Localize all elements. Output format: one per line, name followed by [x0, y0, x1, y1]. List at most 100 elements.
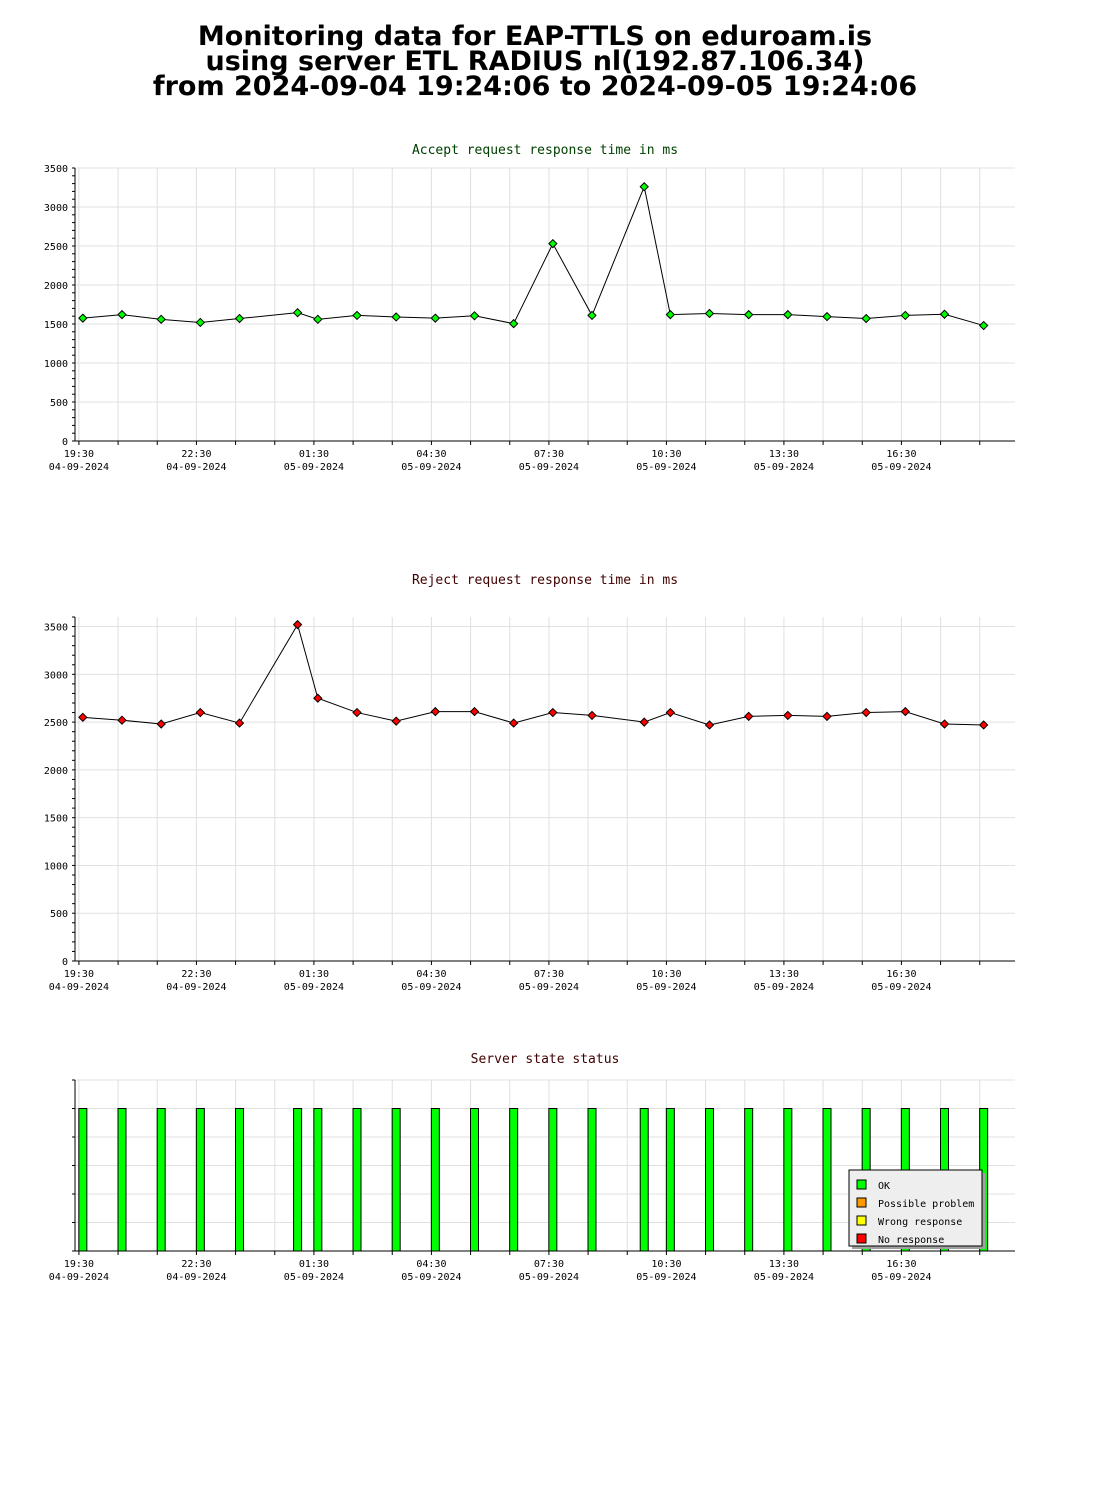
- x-tick-label-date: 04-09-2024: [166, 1272, 226, 1283]
- status-bar: [639, 1108, 649, 1252]
- data-point: [391, 716, 401, 726]
- data-point: [587, 710, 597, 721]
- status-bar: [509, 1108, 519, 1252]
- x-tick-label-date: 04-09-2024: [49, 462, 109, 473]
- status-bar: [470, 1108, 479, 1252]
- data-point: [78, 313, 88, 323]
- data-point: [743, 711, 754, 722]
- data-point: [939, 719, 950, 729]
- data-point: [352, 310, 362, 321]
- status-bar: [430, 1108, 440, 1252]
- y-tick-label: 3000: [44, 670, 68, 681]
- x-tick-label-time: 16:30: [886, 1259, 916, 1270]
- x-tick-label-time: 01:30: [299, 449, 329, 460]
- data-point: [469, 706, 480, 717]
- x-tick-label-time: 10:30: [651, 969, 681, 980]
- x-tick-label-time: 07:30: [534, 969, 564, 980]
- data-point: [587, 310, 597, 321]
- series-line: [82, 184, 984, 327]
- x-tick-label-time: 04:30: [416, 1259, 446, 1270]
- x-tick-label-date: 05-09-2024: [871, 462, 931, 473]
- y-tick-label: 2500: [44, 242, 68, 253]
- data-point: [639, 182, 649, 192]
- x-tick-label-date: 05-09-2024: [401, 1272, 461, 1283]
- x-tick-label-time: 10:30: [651, 449, 681, 460]
- y-tick-label: 1500: [44, 320, 68, 331]
- chart-title: Reject request response time in ms: [412, 573, 678, 588]
- data-point: [548, 707, 558, 718]
- x-tick-label-date: 04-09-2024: [49, 982, 109, 993]
- x-tick-label-time: 22:30: [181, 449, 211, 460]
- data-point: [665, 707, 676, 718]
- y-tick-label: 1000: [44, 359, 68, 370]
- status-bar: [705, 1108, 714, 1252]
- x-tick-label-time: 16:30: [886, 449, 916, 460]
- data-point: [639, 717, 649, 727]
- status-bar: [822, 1108, 832, 1252]
- x-tick-label-time: 22:30: [181, 969, 211, 980]
- x-tick-label-time: 04:30: [416, 449, 446, 460]
- x-tick-label-time: 13:30: [769, 969, 799, 980]
- status-bar: [548, 1108, 558, 1252]
- x-tick-label-time: 19:30: [64, 449, 94, 460]
- data-point: [508, 318, 519, 329]
- x-tick-label-date: 05-09-2024: [401, 982, 461, 993]
- data-point: [313, 314, 323, 325]
- data-point: [978, 320, 989, 331]
- data-point: [861, 707, 871, 718]
- x-tick-label-time: 07:30: [534, 449, 564, 460]
- status-bar: [117, 1108, 127, 1252]
- x-tick-label-time: 22:30: [181, 1259, 211, 1270]
- data-point: [234, 718, 245, 728]
- data-point: [391, 312, 401, 322]
- legend-label: OK: [878, 1181, 890, 1192]
- x-tick-label-time: 01:30: [299, 1259, 329, 1270]
- data-point: [195, 317, 206, 328]
- x-tick-label-date: 04-09-2024: [166, 982, 226, 993]
- status-bar: [744, 1108, 754, 1252]
- reject-response-chart: Reject request response time in ms19:300…: [44, 573, 1015, 993]
- data-point: [313, 693, 323, 703]
- x-tick-label-date: 05-09-2024: [284, 982, 344, 993]
- status-bar: [783, 1108, 793, 1252]
- legend-swatch: [856, 1215, 867, 1226]
- x-tick-label-time: 04:30: [416, 969, 446, 980]
- status-bar: [235, 1108, 244, 1252]
- data-point: [156, 314, 166, 325]
- legend-swatch: [856, 1233, 867, 1244]
- data-point: [665, 309, 676, 320]
- x-tick-label-time: 19:30: [64, 1259, 94, 1270]
- page-title-line-1: Monitoring data for EAP-TTLS on eduroam.…: [197, 21, 873, 52]
- data-point: [78, 712, 88, 723]
- y-tick-label: 3500: [44, 623, 68, 634]
- x-tick-label-date: 05-09-2024: [754, 1272, 814, 1283]
- legend-swatch: [856, 1197, 867, 1208]
- x-tick-label-date: 05-09-2024: [636, 462, 696, 473]
- y-tick-label: 1500: [44, 814, 68, 825]
- x-tick-label-time: 07:30: [534, 1259, 564, 1270]
- data-point: [234, 313, 245, 324]
- y-tick-label: 500: [50, 909, 68, 920]
- data-point: [430, 706, 441, 717]
- x-tick-label-date: 05-09-2024: [636, 982, 696, 993]
- status-bar: [195, 1108, 205, 1252]
- page-title-line-2: using server ETL RADIUS nl(192.87.106.34…: [205, 46, 865, 77]
- data-point: [352, 707, 362, 718]
- data-point: [117, 715, 127, 725]
- status-bar: [391, 1108, 401, 1252]
- legend-label: No response: [878, 1235, 944, 1246]
- data-point: [117, 309, 127, 320]
- x-tick-label-date: 05-09-2024: [519, 462, 579, 473]
- x-tick-label-date: 05-09-2024: [871, 982, 931, 993]
- status-bar: [665, 1108, 675, 1252]
- status-bar: [313, 1108, 323, 1252]
- data-point: [900, 706, 911, 717]
- y-tick-label: 3500: [44, 164, 68, 175]
- x-tick-label-date: 05-09-2024: [284, 462, 344, 473]
- x-tick-label-date: 05-09-2024: [636, 1272, 696, 1283]
- data-point: [704, 720, 715, 730]
- page-title: Monitoring data for EAP-TTLS on eduroam.…: [0, 21, 1070, 100]
- chart-title: Accept request response time in ms: [412, 143, 678, 158]
- status-bar: [352, 1108, 362, 1252]
- data-point: [292, 307, 303, 318]
